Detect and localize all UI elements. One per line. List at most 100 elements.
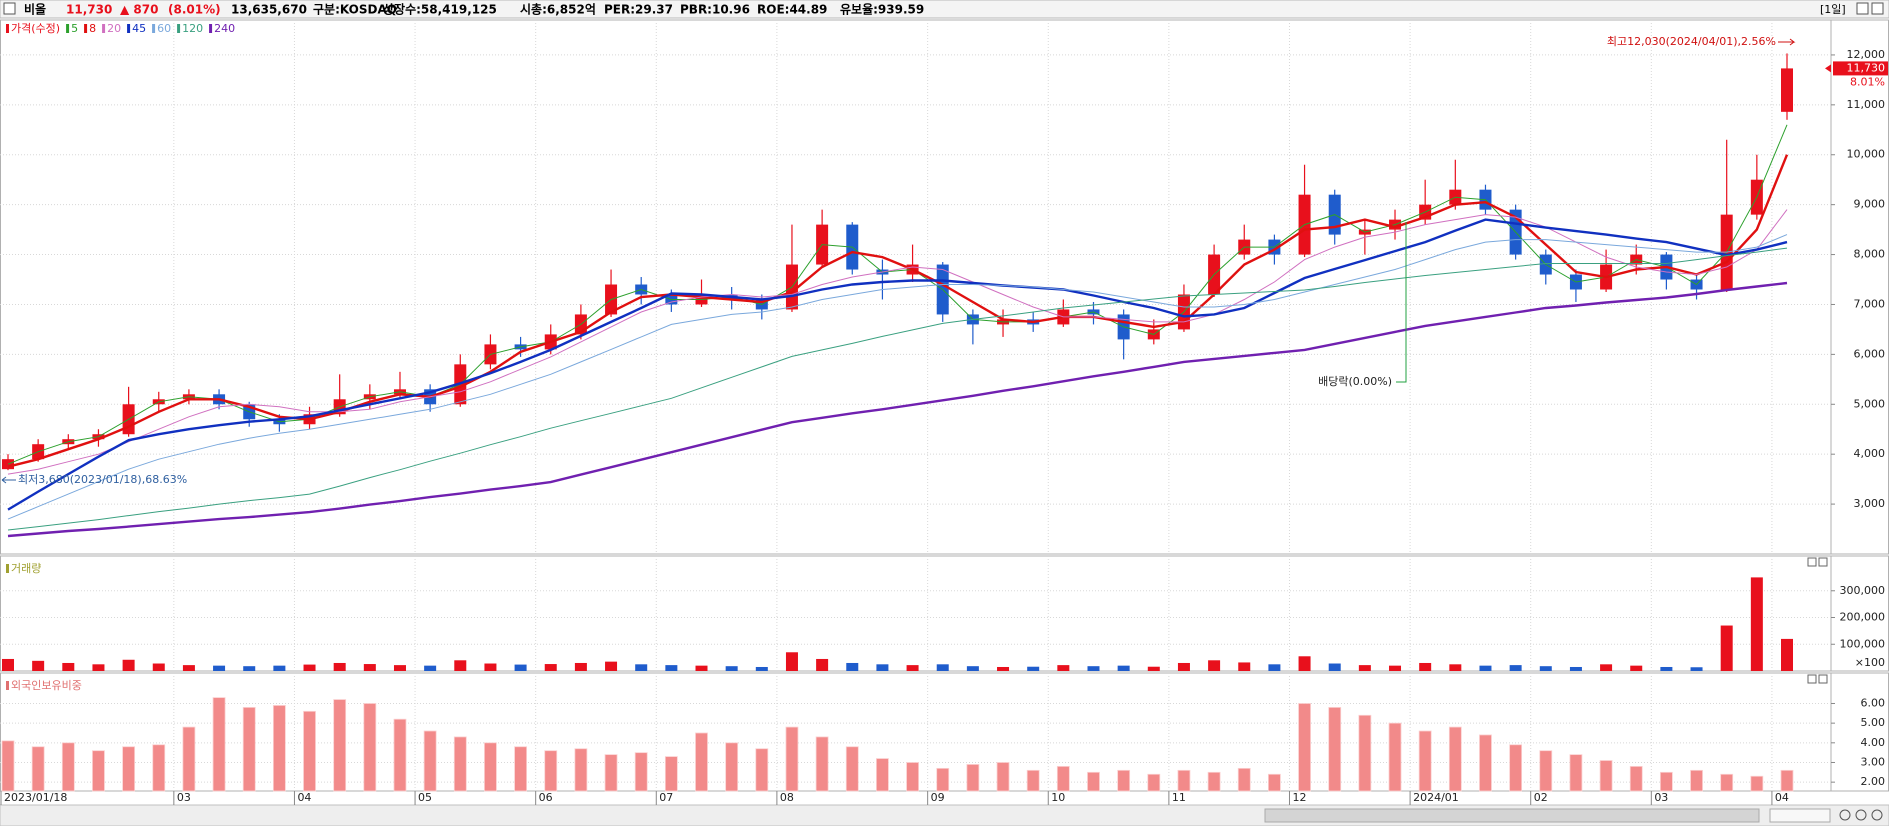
zoom-reset[interactable] (1855, 809, 1867, 821)
zoom-in[interactable] (1871, 809, 1883, 821)
bar (1781, 638, 1793, 671)
zoom-slider[interactable] (1769, 808, 1831, 823)
bar (1238, 662, 1251, 671)
legend-swatch (6, 24, 9, 33)
y-tick-label: 5,000 (1854, 397, 1886, 410)
reserve: 유보율:939.59 (840, 3, 924, 17)
high-annotation: 최고12,030(2024/04/01),2.56% (1607, 35, 1776, 48)
bar (1389, 665, 1402, 671)
x-tick-label: 10 (1051, 791, 1065, 804)
x-tick-label: 12 (1292, 791, 1306, 804)
x-tick-label: 02 (1534, 791, 1548, 804)
shares: 상장수:58,419,125 (383, 2, 497, 17)
legend-label: 20 (107, 22, 121, 35)
unit-label: ×100 (1855, 656, 1885, 669)
restore-button[interactable] (1856, 2, 1869, 15)
bar (303, 710, 316, 792)
stock-name: 비올 (24, 2, 46, 17)
legend-label: 8 (89, 22, 96, 35)
dividend-annotation: 배당락(0.00%) (1318, 375, 1392, 388)
legend-swatch (127, 24, 131, 33)
scroll-handle[interactable] (1264, 808, 1760, 823)
candle-body (1781, 68, 1793, 112)
bar (152, 744, 166, 792)
price: 11,730 (66, 3, 112, 17)
bar (62, 662, 75, 671)
bar (1328, 707, 1342, 792)
pbr: PBR:10.96 (680, 3, 750, 17)
legend-swatch (102, 24, 106, 33)
bar (1177, 769, 1191, 792)
x-tick-label: 05 (418, 791, 432, 804)
bar (816, 658, 829, 671)
y-tick-label: 9,000 (1854, 198, 1886, 211)
bar (1147, 773, 1161, 792)
bar (484, 742, 497, 792)
x-tick-label: 06 (539, 791, 553, 804)
bar (1448, 726, 1462, 792)
bar (1298, 656, 1311, 671)
pane-title-swatch (6, 681, 9, 690)
legend-swatch (177, 24, 181, 33)
bar (272, 705, 286, 792)
bar (876, 664, 889, 671)
low-annotation: 최저3,680(2023/01/18),68.63% (18, 473, 187, 486)
legend-label: 5 (71, 22, 78, 35)
bar (695, 732, 708, 792)
bar (1659, 771, 1673, 792)
bar (936, 767, 950, 792)
bar (182, 665, 195, 671)
bar (363, 664, 376, 671)
bar (423, 730, 437, 792)
bar (1087, 771, 1100, 792)
bar (333, 699, 347, 792)
y-tick-label: 8,000 (1854, 248, 1886, 261)
y-tick-label: 4,000 (1854, 447, 1886, 460)
bar (876, 758, 889, 792)
bar (755, 748, 769, 792)
y-tick-label: 4.00 (1861, 736, 1886, 749)
bar (574, 662, 587, 671)
bar (92, 750, 105, 792)
x-tick-label: 04 (297, 791, 311, 804)
bar (785, 726, 799, 792)
x-tick-label: 2023/01/18 (4, 791, 67, 804)
pane-max[interactable] (1807, 557, 1817, 567)
bar (815, 736, 829, 792)
pane-max[interactable] (1807, 674, 1817, 684)
bar (725, 742, 739, 792)
legend-label: 45 (132, 22, 146, 35)
x-tick-label: 09 (931, 791, 945, 804)
pane-close[interactable] (1818, 557, 1828, 567)
y-tick-label: 12,000 (1847, 48, 1886, 61)
period[interactable]: [1일] (1820, 2, 1846, 16)
bar (1087, 666, 1100, 671)
bar (1026, 769, 1040, 792)
legend-label: 120 (182, 22, 203, 35)
bar (1328, 663, 1341, 671)
close-button[interactable] (1871, 2, 1884, 15)
dividend-marker (1396, 222, 1407, 383)
x-tick-label: 08 (780, 791, 794, 804)
bar (1569, 754, 1583, 792)
y-tick-label: 7,000 (1854, 297, 1886, 310)
bar (664, 756, 678, 792)
bar (1690, 667, 1703, 671)
bar (1207, 771, 1221, 792)
pane-title: 외국인보유비중 (11, 679, 82, 692)
zoom-out[interactable] (1839, 809, 1851, 821)
bar (1479, 665, 1492, 671)
bar (845, 746, 859, 792)
checkbox[interactable] (3, 2, 16, 15)
ma-line (7, 281, 1788, 538)
bar (1147, 666, 1160, 671)
pane-close[interactable] (1818, 674, 1828, 684)
bar (31, 746, 45, 792)
per: PER:29.37 (604, 3, 673, 17)
ma-line (7, 234, 1788, 520)
legend-label: 가격(수정) (11, 22, 60, 35)
bar (152, 663, 165, 671)
bar (1539, 750, 1553, 792)
bar (906, 762, 919, 792)
bar (1600, 664, 1613, 671)
